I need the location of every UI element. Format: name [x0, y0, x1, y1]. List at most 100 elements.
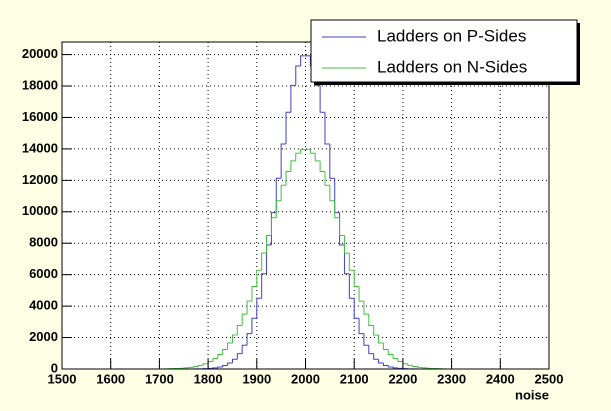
histogram-bin — [246, 300, 252, 315]
histogram-bin — [280, 184, 287, 201]
y-tick-label: 20000 — [22, 46, 58, 61]
histogram-bin — [251, 317, 257, 334]
histogram-bin — [324, 171, 330, 186]
y-tick-label: 0 — [51, 360, 58, 375]
y-tick-label: 10000 — [22, 203, 58, 218]
y-tick-label: 18000 — [22, 77, 58, 92]
histogram-bin — [300, 148, 306, 154]
histogram-bin — [309, 149, 316, 154]
histogram-bin — [256, 269, 262, 287]
histogram-bin — [319, 85, 325, 113]
histogram-bin — [266, 235, 272, 254]
histogram-bin — [378, 335, 384, 344]
y-tick-label: 14000 — [22, 140, 58, 155]
histogram-bin — [192, 365, 199, 368]
histogram-bin — [227, 342, 233, 350]
histogram-bin — [202, 363, 209, 366]
x-tick-label: 1700 — [145, 371, 174, 386]
histogram-bin — [212, 357, 218, 362]
histogram-bin — [241, 313, 248, 326]
histogram-bin — [227, 362, 233, 366]
histogram-bin — [368, 345, 374, 355]
histogram-bin — [280, 143, 287, 179]
histogram-bin — [261, 273, 267, 299]
histogram-bin — [261, 252, 267, 271]
histogram-bin — [285, 171, 291, 186]
histogram-bin — [329, 185, 335, 202]
x-tick-label: 1800 — [194, 371, 223, 386]
histogram-bin — [270, 217, 277, 236]
x-tick-label: 1600 — [96, 371, 125, 386]
histogram-bin — [392, 354, 399, 359]
histogram-bin — [382, 343, 389, 351]
legend-label: Ladders on N-Sides — [377, 57, 527, 76]
histogram-bin — [329, 144, 335, 179]
histogram-bin — [343, 235, 350, 254]
histogram-bin — [236, 324, 243, 336]
histogram-bin — [407, 363, 413, 366]
y-tick-label: 6000 — [29, 266, 58, 281]
histogram-bin — [314, 153, 321, 162]
histogram-bin — [285, 111, 291, 145]
histogram-bin — [373, 325, 379, 336]
histogram-bin — [417, 366, 423, 368]
histogram-bin — [319, 160, 325, 173]
histogram-bin — [378, 359, 384, 364]
histogram-bin — [363, 301, 369, 315]
x-tick-label: 1500 — [48, 371, 77, 386]
histogram-bin — [295, 152, 301, 161]
x-tick-label: 1900 — [242, 371, 271, 386]
histogram-bin — [236, 353, 243, 360]
histogram-bin — [324, 112, 330, 145]
y-tick-label: 2000 — [29, 329, 58, 344]
histogram-bin — [397, 358, 403, 362]
histogram-bin — [339, 217, 345, 237]
histogram-bin — [231, 334, 238, 344]
histogram-bin — [353, 270, 360, 287]
x-tick-label: 2400 — [486, 371, 515, 386]
histogram-bin — [343, 244, 350, 275]
histogram-bin — [353, 298, 360, 319]
histogram-bin — [231, 358, 238, 364]
histogram-bin — [363, 333, 369, 346]
y-tick-label: 16000 — [22, 109, 58, 124]
histogram-bin — [373, 353, 379, 360]
histogram-bin — [348, 253, 355, 271]
histogram-bin — [295, 65, 301, 86]
x-tick-label: 2000 — [291, 371, 320, 386]
histogram-bin — [251, 285, 257, 302]
histogram-bin — [368, 314, 374, 326]
x-tick-label: 2500 — [535, 371, 564, 386]
x-tick-label: 2100 — [340, 371, 369, 386]
legend-label: Ladders on P-Sides — [377, 26, 526, 45]
histogram-bin — [387, 365, 394, 368]
legend — [310, 19, 578, 83]
histogram-bin — [275, 200, 282, 218]
x-axis-label: noise — [515, 387, 549, 402]
histogram-bin — [290, 160, 296, 172]
histogram-bin — [300, 55, 306, 67]
histogram-bin — [387, 349, 394, 356]
histogram-bin — [358, 318, 364, 335]
y-tick-label: 4000 — [29, 298, 58, 313]
histogram-bin — [246, 333, 252, 346]
plot-area — [62, 42, 549, 369]
y-tick-label: 8000 — [29, 235, 58, 250]
histogram-bin — [222, 349, 228, 355]
histogram-bin — [382, 363, 389, 367]
x-tick-label: 2300 — [437, 371, 466, 386]
histogram-bin — [412, 365, 418, 367]
histogram-bin — [241, 344, 248, 354]
x-tick-label: 2200 — [388, 371, 417, 386]
histogram-bin — [392, 366, 399, 369]
histogram-bin — [217, 366, 223, 368]
histogram-bin — [197, 364, 204, 367]
histogram-bin — [222, 365, 228, 367]
histogram-bin — [290, 84, 296, 113]
histogram-bin — [256, 297, 262, 319]
histogram-bin — [217, 354, 223, 359]
histogram-bin — [348, 273, 355, 299]
histogram-bin — [358, 286, 364, 302]
histogram-bin — [334, 200, 340, 219]
